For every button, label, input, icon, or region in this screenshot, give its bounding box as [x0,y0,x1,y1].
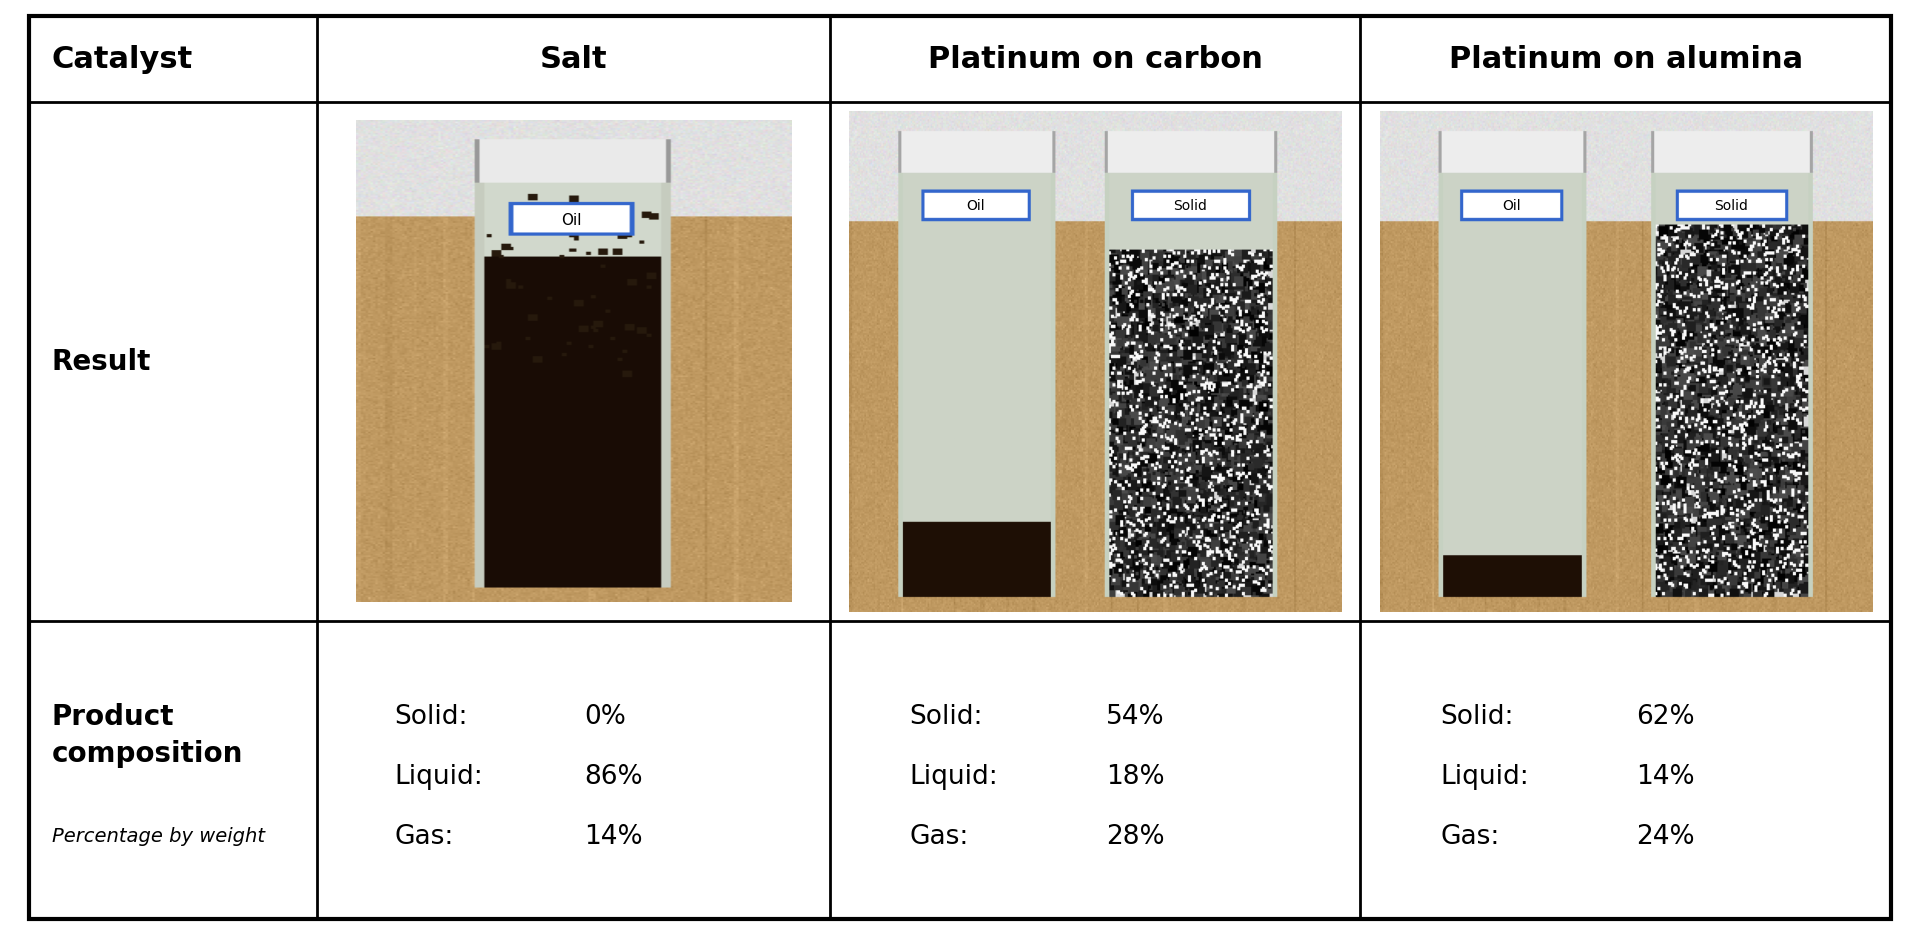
Text: 0%: 0% [584,704,626,730]
Text: Result: Result [52,348,152,376]
Text: Gas:: Gas: [1440,823,1500,849]
Text: Liquid:: Liquid: [910,763,998,789]
Text: Platinum on alumina: Platinum on alumina [1450,45,1803,74]
Text: Platinum on carbon: Platinum on carbon [927,45,1263,74]
Text: Solid: Solid [1715,199,1747,213]
Text: Product
composition: Product composition [52,702,244,767]
Text: 86%: 86% [584,763,643,789]
Text: Solid: Solid [1173,199,1208,213]
Text: Liquid:: Liquid: [1440,763,1528,789]
Text: 18%: 18% [1106,763,1164,789]
Text: Oil: Oil [561,212,582,227]
Text: Solid:: Solid: [910,704,983,730]
Text: Solid:: Solid: [1440,704,1513,730]
Text: 54%: 54% [1106,704,1164,730]
Text: Gas:: Gas: [910,823,968,849]
Text: 28%: 28% [1106,823,1164,849]
Text: 24%: 24% [1636,823,1695,849]
Text: 62%: 62% [1636,704,1695,730]
Text: Catalyst: Catalyst [52,45,194,74]
Text: Oil: Oil [966,199,985,213]
Text: Gas:: Gas: [394,823,453,849]
Text: Salt: Salt [540,45,607,74]
Text: Liquid:: Liquid: [394,763,484,789]
Text: Percentage by weight: Percentage by weight [52,826,265,845]
Text: 14%: 14% [584,823,643,849]
Text: Solid:: Solid: [394,704,468,730]
Text: 14%: 14% [1636,763,1695,789]
Text: Oil: Oil [1501,199,1521,213]
